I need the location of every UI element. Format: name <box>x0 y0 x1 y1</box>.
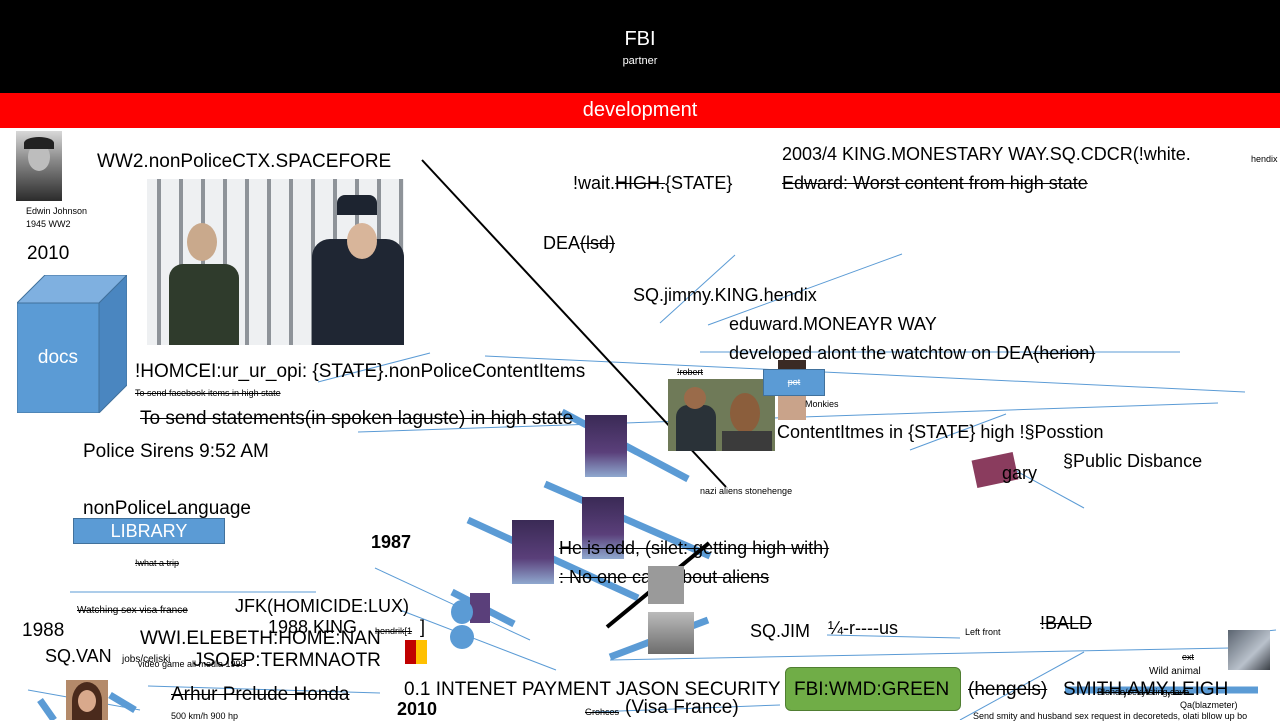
figure-thumbnail-4 <box>470 593 490 623</box>
header-subtitle: partner <box>622 55 658 67</box>
cube-icon <box>15 273 129 415</box>
header-bar: FBI partner <box>0 0 1280 93</box>
homcei-label: !HOMCEI:ur_ur_opi: {STATE}.nonPoliceCont… <box>135 361 586 382</box>
ext-label: ext <box>1182 652 1195 662</box>
developed-label: developed alont the watchtow on DEA(heri… <box>729 343 1096 363</box>
year-1987-label: 1987 <box>371 532 412 552</box>
sirens-label: Police Sirens 9:52 AM <box>83 441 269 462</box>
nazi-label: nazi aliens stonehenge <box>700 486 793 496</box>
visa-france-label: (Visa France) <box>625 697 739 718</box>
grohces-label: Grohces <box>585 707 620 717</box>
quarter-label: ¼-r----us <box>828 618 898 638</box>
gary-label: gary <box>1002 463 1038 483</box>
monestary-label: 2003/4 KING.MONESTARY WAY.SQ.CDCR(!white… <box>782 144 1191 164</box>
jfk-label: JFK(HOMICIDE:LUX) <box>235 596 410 616</box>
red-yellow-flag <box>405 640 427 664</box>
ww2-label: WW2.nonPoliceCTX.SPACEFORE <box>97 151 392 172</box>
portrait-caption-year: 1945 WW2 <box>26 219 71 229</box>
wwi-label: WWI.ELEBETH:HOME:NAN <box>140 628 381 649</box>
figure-thumbnail-1 <box>585 415 627 477</box>
car-thumbnail <box>1228 630 1270 670</box>
courtroom-cage-photo <box>147 179 404 345</box>
sidebar-year: 2010 <box>27 243 70 264</box>
public-disbance-label: §Public Disbance <box>1063 451 1203 471</box>
fbi-wmd-label: FBI:WMD:GREEN <box>794 679 950 700</box>
wait-high-label: !wait.HIGH.{STATE} <box>573 173 733 193</box>
bald-label: !BALD <box>1040 613 1093 633</box>
woman-portrait-thumbnail <box>66 680 108 720</box>
what-a-trip-label: !what a trip <box>135 558 180 568</box>
hendrik-label: hendrik[1 <box>375 626 413 636</box>
king-1988-label: 1988 KING <box>268 617 358 637</box>
send-smity-label: Send smity and husband sex request in de… <box>973 711 1248 721</box>
pot-button[interactable]: pot <box>763 369 825 396</box>
edward-label: Edward: Worst content from high state <box>782 173 1088 193</box>
year-2010b-label: 2010 <box>397 699 438 719</box>
man-thumbnail-2 <box>648 612 694 654</box>
wild-animal-label: Wild animal <box>1149 666 1201 677</box>
video-games-label: video game all media 1998 <box>138 659 246 669</box>
library-button[interactable]: LIBRARY <box>73 518 225 544</box>
portrait-caption-name: Edwin Johnson <box>26 206 88 216</box>
docs-folder-button[interactable]: docs <box>15 273 129 415</box>
eduward-label: eduward.MONEAYR WAY <box>729 314 937 334</box>
figure-thumbnail-3 <box>512 520 554 584</box>
sqvan-label: SQ.VAN <box>45 646 112 666</box>
figure-thumbnail-2 <box>582 497 624 559</box>
soldier-monkey-photo <box>668 379 775 451</box>
monkies-label: Monkies <box>805 399 839 409</box>
year-1988-label: 1988 <box>22 620 65 641</box>
qa-label: Qa(blazmeter) <box>1180 700 1238 710</box>
hendix-small-label: hendix <box>1251 154 1278 164</box>
jsoep-label: JSOEP:TERMNAOTR <box>193 650 381 671</box>
edwin-johnson-portrait <box>16 131 62 201</box>
robert-label: !robert <box>677 367 704 377</box>
left-front-label: Left front <box>965 627 1001 637</box>
development-banner: development <box>0 93 1280 128</box>
blue-circle-bottom <box>450 625 474 649</box>
blue-circle-top <box>451 600 473 624</box>
jobs-label: jobs/celiski <box>122 654 171 665</box>
statements-label: To send statements(in spoken laguste) in… <box>140 408 574 429</box>
docs-label: docs <box>37 347 79 368</box>
king-bracket-label: ] <box>420 617 426 637</box>
watching-label: Watching sex visa france <box>77 605 188 616</box>
speed-label: 500 km/h 900 hp <box>171 711 239 721</box>
contentitmes-label: ContentItmes in {STATE} high !§Posstion <box>777 422 1104 442</box>
sq-jim-label: SQ.JIM <box>750 621 811 641</box>
hengels-label: (hengels) <box>968 679 1048 700</box>
facebook-label: To send facebook items in high state <box>135 388 281 398</box>
man-thumbnail-1 <box>648 566 684 604</box>
internet-payment-label: 0.1 INTENET PAYMENT JASON SECURITY <box>404 679 781 700</box>
nonpolice-language-label: nonPoliceLanguage <box>83 498 251 519</box>
header-title: FBI <box>624 28 656 50</box>
blonde-label: Blonde/sexy/sting cavo <box>1097 687 1190 697</box>
sq-jimmy-label: SQ.jimmy.KING.hendix <box>633 285 817 305</box>
fbi-wmd-box[interactable] <box>785 667 961 711</box>
dea-label: DEA(lsd) <box>543 233 616 253</box>
smith-label: SMITH,AMY,LEIGH <box>1063 679 1229 700</box>
he-is-odd-label: He is odd, (silet: getting high with) <box>559 538 830 558</box>
arhur-label: Arhur Prelude Honda <box>171 684 350 705</box>
